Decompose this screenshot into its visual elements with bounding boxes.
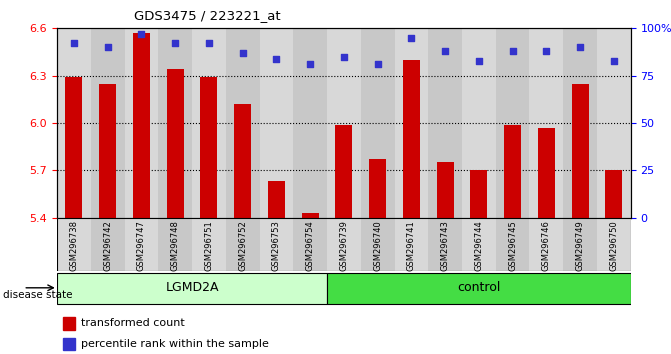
- Text: GSM296754: GSM296754: [305, 220, 315, 271]
- Bar: [597, 28, 631, 218]
- Bar: [504, 125, 521, 218]
- Bar: [496, 218, 529, 271]
- Point: [609, 58, 619, 63]
- Text: GSM296749: GSM296749: [576, 220, 584, 271]
- Bar: [201, 77, 217, 218]
- Bar: [403, 60, 420, 218]
- Bar: [529, 28, 563, 218]
- Point: [203, 41, 214, 46]
- Point: [305, 62, 315, 67]
- Point: [271, 56, 282, 62]
- Bar: [462, 218, 496, 271]
- Text: transformed count: transformed count: [81, 319, 185, 329]
- Bar: [234, 104, 251, 218]
- Bar: [529, 218, 563, 271]
- Point: [136, 31, 147, 37]
- Bar: [437, 162, 454, 218]
- Bar: [597, 218, 631, 271]
- Bar: [302, 213, 319, 218]
- Text: GSM296745: GSM296745: [508, 220, 517, 271]
- Text: GSM296753: GSM296753: [272, 220, 281, 271]
- Bar: [428, 28, 462, 218]
- Bar: [327, 218, 361, 271]
- Text: GSM296752: GSM296752: [238, 220, 247, 271]
- Text: disease state: disease state: [3, 290, 73, 299]
- Text: GSM296747: GSM296747: [137, 220, 146, 271]
- Bar: [260, 28, 293, 218]
- Point: [339, 54, 350, 59]
- Bar: [192, 218, 225, 271]
- Bar: [57, 273, 327, 304]
- Text: GSM296742: GSM296742: [103, 220, 112, 271]
- Point: [440, 48, 450, 54]
- Text: control: control: [457, 281, 501, 294]
- Point: [474, 58, 484, 63]
- Point: [68, 41, 79, 46]
- Point: [507, 48, 518, 54]
- Text: GSM296751: GSM296751: [205, 220, 213, 271]
- Bar: [225, 28, 260, 218]
- Bar: [470, 170, 487, 218]
- Bar: [91, 218, 125, 271]
- Bar: [361, 28, 395, 218]
- Bar: [369, 159, 386, 218]
- Bar: [563, 28, 597, 218]
- Bar: [327, 273, 631, 304]
- Text: GSM296750: GSM296750: [609, 220, 619, 271]
- Bar: [63, 318, 75, 330]
- Bar: [327, 28, 361, 218]
- Point: [238, 50, 248, 56]
- Point: [170, 41, 180, 46]
- Bar: [166, 69, 184, 218]
- Point: [102, 45, 113, 50]
- Bar: [428, 218, 462, 271]
- Bar: [293, 28, 327, 218]
- Bar: [361, 218, 395, 271]
- Bar: [395, 218, 428, 271]
- Bar: [538, 128, 555, 218]
- Bar: [158, 28, 192, 218]
- Bar: [91, 28, 125, 218]
- Text: GSM296743: GSM296743: [441, 220, 450, 271]
- Bar: [57, 218, 91, 271]
- Text: GSM296740: GSM296740: [373, 220, 382, 271]
- Text: GDS3475 / 223221_at: GDS3475 / 223221_at: [134, 9, 281, 22]
- Bar: [158, 218, 192, 271]
- Bar: [57, 28, 91, 218]
- Bar: [395, 28, 428, 218]
- Bar: [496, 28, 529, 218]
- Bar: [99, 84, 116, 218]
- Bar: [462, 28, 496, 218]
- Bar: [125, 28, 158, 218]
- Bar: [192, 28, 225, 218]
- Bar: [336, 125, 352, 218]
- Bar: [260, 218, 293, 271]
- Text: LGMD2A: LGMD2A: [165, 281, 219, 294]
- Text: GSM296739: GSM296739: [340, 220, 348, 271]
- Bar: [133, 33, 150, 218]
- Text: percentile rank within the sample: percentile rank within the sample: [81, 339, 269, 349]
- Text: GSM296738: GSM296738: [69, 220, 79, 272]
- Bar: [563, 218, 597, 271]
- Point: [575, 45, 586, 50]
- Point: [372, 62, 383, 67]
- Bar: [66, 77, 83, 218]
- Bar: [63, 338, 75, 350]
- Text: GSM296744: GSM296744: [474, 220, 483, 271]
- Text: GSM296746: GSM296746: [542, 220, 551, 271]
- Bar: [293, 218, 327, 271]
- Text: GSM296748: GSM296748: [170, 220, 180, 271]
- Text: GSM296741: GSM296741: [407, 220, 416, 271]
- Bar: [268, 181, 285, 218]
- Point: [541, 48, 552, 54]
- Bar: [605, 170, 622, 218]
- Bar: [125, 218, 158, 271]
- Bar: [225, 218, 260, 271]
- Point: [406, 35, 417, 41]
- Bar: [572, 84, 588, 218]
